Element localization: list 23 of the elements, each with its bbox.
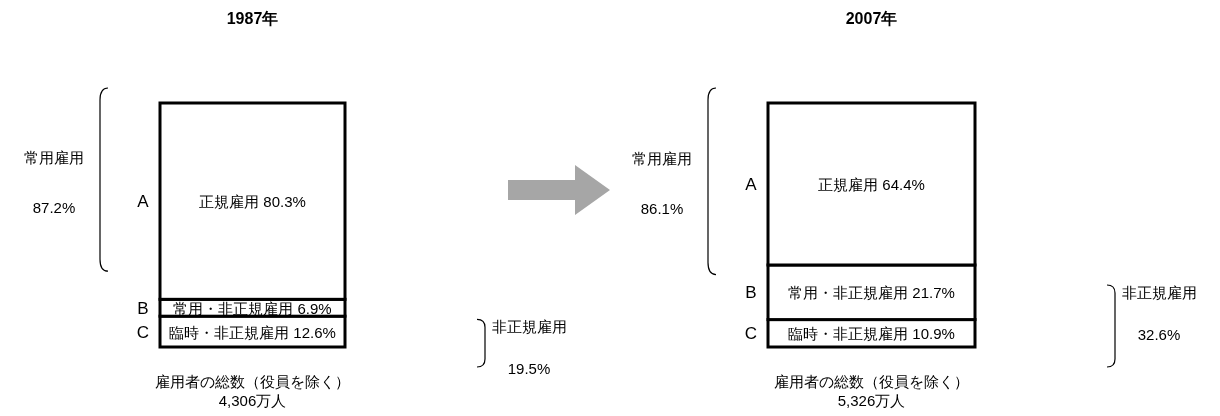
text: 19.5%: [507, 360, 551, 378]
data-label: 臨時・非正規雇用 12.6%: [169, 323, 336, 341]
text: 32.6%: [1137, 326, 1181, 343]
text: 常用雇用: [632, 150, 692, 168]
data-label: 正規雇用 64.4%: [818, 176, 925, 193]
chart-title: 2007年: [845, 10, 898, 27]
text: 常用雇用: [24, 148, 84, 166]
text: 87.2%: [32, 198, 76, 216]
text: 非正規雇用: [491, 318, 567, 336]
x-axis-title: 雇用者の総数（役員を除く） 5,326万人: [774, 373, 969, 409]
series-label: A: [745, 175, 758, 194]
text: 非正規雇用: [1121, 284, 1197, 301]
x-axis-title: 雇用者の総数（役員を除く） 4,306万人: [155, 373, 350, 409]
data-label: 常用・非正規雇用 21.7%: [788, 284, 955, 302]
chart-title: 1987年: [226, 10, 279, 27]
data-label: 臨時・非正規雇用 10.9%: [788, 325, 955, 343]
series-label: A: [137, 192, 150, 212]
series-label: C: [744, 324, 758, 344]
data-label: 正規雇用 80.3%: [199, 193, 306, 211]
text: 86.1%: [640, 200, 684, 218]
series-label: C: [136, 322, 150, 342]
series-label: B: [745, 283, 757, 303]
series-label: B: [137, 298, 149, 318]
